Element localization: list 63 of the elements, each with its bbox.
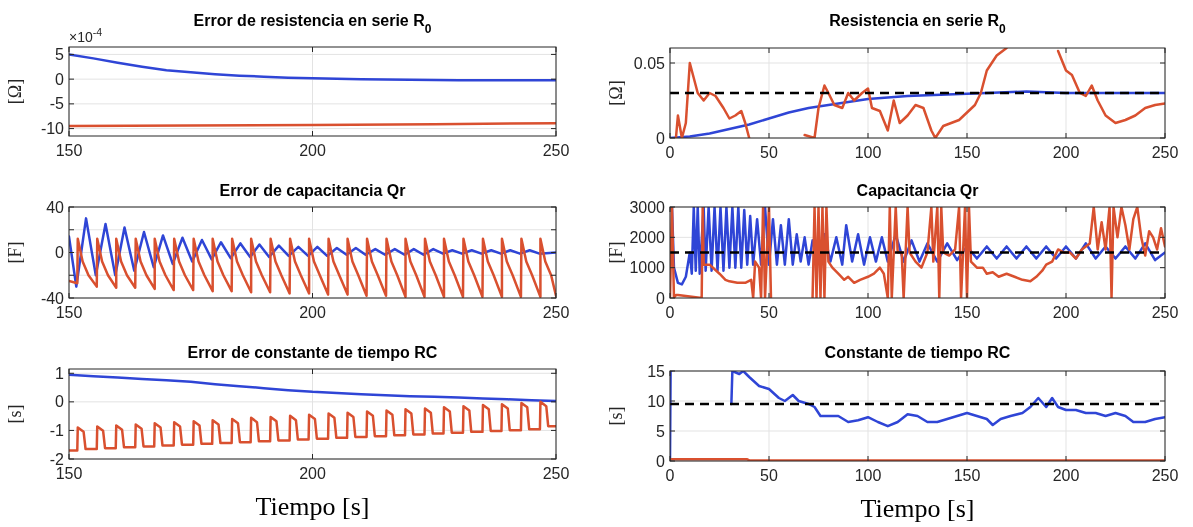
x-tick-label: 50: [760, 467, 778, 484]
y-tick-label: 5: [55, 46, 65, 64]
line-series: [69, 373, 556, 403]
y-tick-label: -1: [49, 422, 65, 440]
y-tick-label: -10: [40, 120, 65, 138]
x-tick-label: 250: [542, 142, 570, 159]
y-tick-label: 0: [55, 244, 65, 262]
line-series: [69, 53, 556, 82]
y-tick-label: 15: [647, 362, 666, 380]
x-tick-label: 200: [1052, 304, 1080, 321]
x-tick-label: 50: [760, 144, 778, 161]
y-axis-title: [Ω]: [606, 80, 626, 106]
x-tick-label: 250: [1151, 144, 1179, 161]
chart-title: Constante de tiempo RC: [824, 344, 1011, 361]
x-tick-label: 50: [760, 304, 778, 321]
x-tick-label: 150: [953, 144, 981, 161]
y-tick-label: 2000: [629, 228, 666, 246]
y-tick-label: 0: [656, 452, 666, 470]
y-tick-label: 0: [55, 70, 65, 88]
x-tick-label: 150: [953, 467, 981, 484]
x-tick-label: 200: [1052, 467, 1080, 484]
x-tick-label: 250: [1151, 304, 1179, 321]
y-axis-title: [F]: [606, 241, 626, 264]
x-tick-label: 250: [1151, 467, 1179, 484]
x-tick-label: 150: [55, 465, 83, 482]
y-tick-label: 0: [656, 129, 666, 147]
x-tick-label: 100: [854, 467, 882, 484]
y-axis-title: [s]: [5, 404, 25, 424]
y-tick-label: -40: [40, 289, 65, 307]
y-tick-label: -5: [49, 95, 65, 113]
x-tick-label: 200: [299, 142, 326, 159]
chart-title: Error de constante de tiempo RC: [187, 344, 438, 361]
y-axis-title: [F]: [5, 241, 25, 264]
x-tick-label: 250: [542, 465, 570, 482]
y-tick-label: -2: [49, 450, 65, 468]
y-axis-title: [Ω]: [5, 78, 25, 105]
x-tick-label: 200: [1052, 144, 1080, 161]
chart-title: Error de capacitancia Qr: [219, 182, 406, 199]
line-series: [69, 400, 556, 452]
x-tick-label: 200: [299, 304, 326, 321]
y-tick-label: 0: [55, 393, 65, 411]
x-tick-label: 150: [55, 304, 83, 321]
y-tick-label: 40: [46, 198, 65, 216]
y-tick-label: 1000: [629, 259, 666, 277]
chart-title: Capacitancia Qr: [856, 182, 979, 199]
x-axis-title: Tiempo [s]: [255, 492, 370, 521]
y-tick-label: 0: [656, 289, 666, 307]
x-tick-label: 150: [953, 304, 981, 321]
chart-title: Resistencia en serie R$_{0}$: [829, 12, 1007, 36]
y-tick-label: 5: [656, 422, 666, 440]
x-tick-label: 200: [299, 465, 326, 482]
text: ×10$^{-4}$: [69, 26, 103, 45]
y-axis-title: [s]: [606, 406, 626, 426]
x-tick-label: 250: [542, 304, 570, 321]
y-tick-label: 3000: [629, 198, 666, 216]
chart-title: Error de resistencia en serie R$_{0}$: [193, 12, 432, 36]
y-tick-label: 1: [55, 364, 65, 382]
x-tick-label: 100: [854, 304, 882, 321]
y-tick-label: 10: [647, 392, 666, 410]
y-tick-label: 0.05: [633, 54, 666, 72]
x-tick-label: 150: [55, 142, 83, 159]
x-axis-title: Tiempo [s]: [860, 494, 975, 523]
x-tick-label: 100: [854, 144, 882, 161]
